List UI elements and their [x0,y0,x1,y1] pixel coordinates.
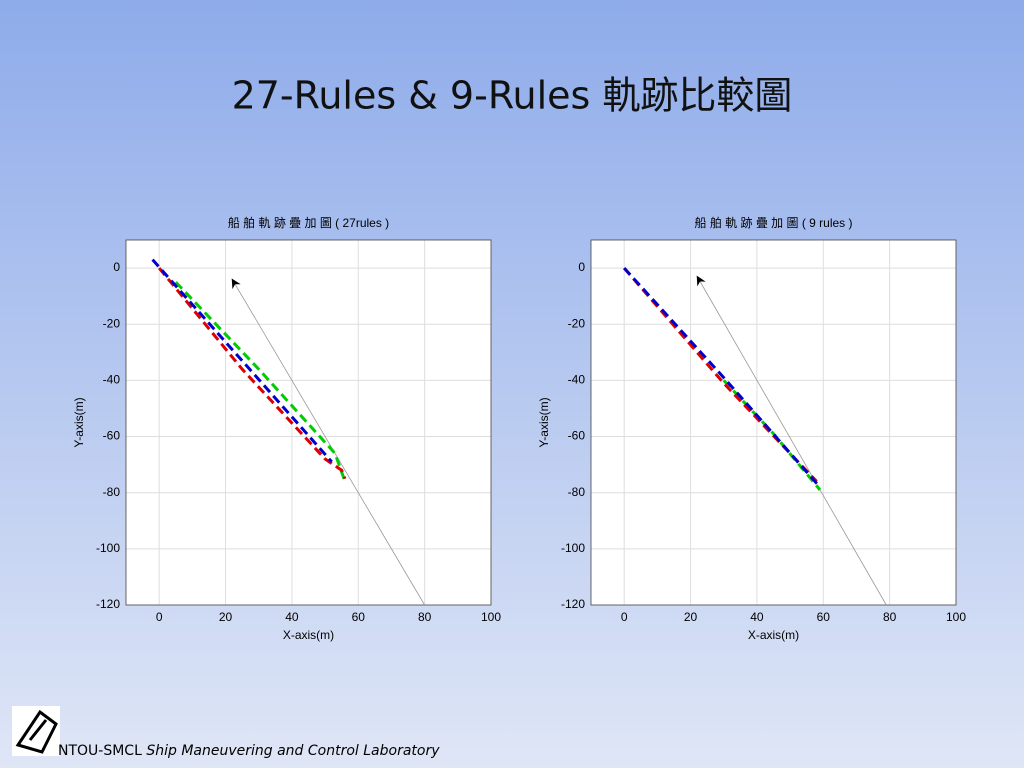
y-tick-label: -100 [561,541,585,555]
x-tick-label: 100 [946,610,966,624]
x-axis-label: X-axis(m) [283,628,334,642]
x-tick-label: 100 [481,610,501,624]
x-tick-label: 40 [285,610,299,624]
chart-title: 船 舶 軌 跡 疊 加 圖 ( 9 rules ) [694,215,852,230]
trajectory [174,281,347,482]
y-tick-label: -120 [561,597,585,611]
logo [12,706,60,756]
trajectory [696,275,887,606]
trajectory [722,379,822,491]
slide-title: 27-Rules & 9-Rules 軌跡比較圖 [232,74,793,118]
x-tick-label: 80 [883,610,897,624]
y-tick-label: -60 [568,429,586,443]
y-tick-label: -80 [103,485,121,499]
x-tick-label: 20 [219,610,233,624]
x-tick-label: 0 [156,610,163,624]
x-tick-label: 40 [750,610,764,624]
y-tick-label: -120 [96,597,120,611]
footer-lab: NTOU-SMCL [58,743,142,759]
trajectory [151,258,333,463]
y-axis-label: Y-axis(m) [72,397,86,447]
x-tick-label: 20 [684,610,698,624]
y-axis-label: Y-axis(m) [537,397,551,447]
chart-title: 船 舶 軌 跡 疊 加 圖 ( 27rules ) [228,215,389,230]
x-tick-label: 60 [352,610,366,624]
footer: NTOU-SMCL Ship Maneuvering and Control L… [58,743,440,759]
plot-frame [125,239,492,606]
y-tick-label: 0 [578,260,585,274]
plot-frame [590,239,957,606]
y-tick-label: -80 [568,485,586,499]
y-tick-label: -20 [103,316,121,330]
y-tick-label: -40 [568,373,586,387]
y-tick-label: -40 [103,373,121,387]
y-tick-label: 0 [113,260,120,274]
y-tick-label: -20 [568,316,586,330]
x-axis-label: X-axis(m) [748,628,799,642]
x-tick-label: 60 [817,610,831,624]
x-tick-label: 80 [418,610,432,624]
trajectory [158,267,347,480]
trajectory [623,267,822,489]
y-tick-label: -100 [96,541,120,555]
trajectory [231,278,425,606]
footer-name: Ship Maneuvering and Control Laboratory [146,743,440,759]
x-tick-label: 0 [621,610,628,624]
y-tick-label: -60 [103,429,121,443]
